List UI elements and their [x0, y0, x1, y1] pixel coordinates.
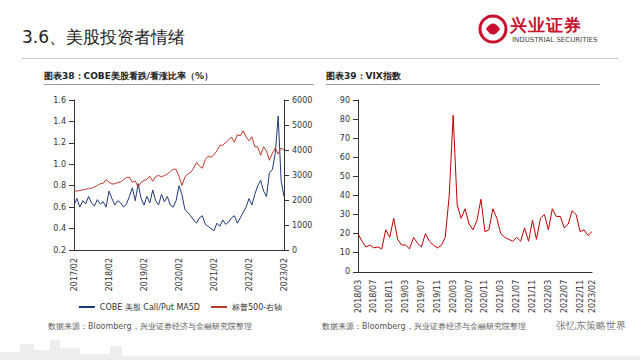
- svg-text:90: 90: [340, 96, 350, 105]
- svg-text:0: 0: [292, 246, 297, 255]
- svg-text:2022/02: 2022/02: [245, 258, 254, 291]
- html-text:张忆东策略世界: 张忆东策略世界: [556, 320, 626, 331]
- svg-text:0.8: 0.8: [53, 181, 66, 190]
- svg-text:2018/07: 2018/07: [369, 280, 378, 313]
- svg-text:2019/02: 2019/02: [140, 258, 149, 291]
- svg-text:2021/02: 2021/02: [210, 258, 219, 291]
- svg-text:0: 0: [345, 267, 350, 276]
- svg-text:2021/03: 2021/03: [496, 280, 505, 313]
- svg-text:2018/02: 2018/02: [105, 258, 114, 291]
- svg-text:2020/11: 2020/11: [480, 280, 489, 313]
- svg-text:30: 30: [340, 210, 350, 219]
- svg-text:2022/07: 2022/07: [560, 280, 569, 313]
- svg-text:2019/11: 2019/11: [433, 280, 442, 313]
- svg-text:标普500-右轴: 标普500-右轴: [231, 303, 282, 312]
- svg-text:4000: 4000: [292, 146, 312, 155]
- svg-text:2021/07: 2021/07: [512, 280, 521, 313]
- svg-text:1.2: 1.2: [53, 138, 66, 147]
- svg-text:2018/11: 2018/11: [385, 280, 394, 313]
- svg-text:3000: 3000: [292, 171, 312, 180]
- svg-text:60: 60: [340, 153, 350, 162]
- svg-text:2019/07: 2019/07: [417, 280, 426, 313]
- svg-text:50: 50: [340, 172, 350, 181]
- svg-text:5000: 5000: [292, 121, 312, 130]
- svg-text:2020/07: 2020/07: [465, 280, 474, 313]
- svg-text:2020/02: 2020/02: [175, 258, 184, 291]
- svg-text:80: 80: [340, 115, 350, 124]
- svg-text:0.4: 0.4: [53, 224, 66, 233]
- html-text:兴业证券: 兴业证券: [510, 15, 582, 35]
- svg-text:2000: 2000: [292, 196, 312, 205]
- svg-text:COBE 美股 Call/Put MA5D: COBE 美股 Call/Put MA5D: [100, 303, 200, 312]
- svg-text:20: 20: [340, 229, 350, 238]
- svg-text:6000: 6000: [292, 96, 312, 105]
- svg-text:10: 10: [340, 248, 350, 257]
- svg-text:1.4: 1.4: [53, 117, 66, 126]
- html-text:数据来源：Bloomberg，兴业证券经济与金融研究院整理: 数据来源：Bloomberg，兴业证券经济与金融研究院整理: [322, 322, 526, 331]
- svg-text:2023/02: 2023/02: [588, 280, 597, 313]
- svg-text:1.6: 1.6: [53, 96, 66, 105]
- html-text:数据来源：Bloomberg，兴业证券经济与金融研究院整理: 数据来源：Bloomberg，兴业证券经济与金融研究院整理: [48, 322, 252, 331]
- svg-text:2022/11: 2022/11: [576, 280, 585, 313]
- svg-text:2023/02: 2023/02: [280, 258, 289, 291]
- html-text:图表39：VIX指数: 图表39：VIX指数: [326, 71, 401, 81]
- svg-text:2019/03: 2019/03: [401, 280, 410, 313]
- svg-text:40: 40: [340, 191, 350, 200]
- svg-text:1.0: 1.0: [53, 160, 66, 169]
- svg-text:0.6: 0.6: [53, 203, 66, 212]
- svg-text:2022/03: 2022/03: [544, 280, 553, 313]
- svg-text:2017/02: 2017/02: [70, 258, 79, 291]
- svg-text:1000: 1000: [292, 221, 312, 230]
- svg-text:2021/11: 2021/11: [528, 280, 537, 313]
- svg-text:2020/03: 2020/03: [449, 280, 458, 313]
- html-text:图表38：COBE美股看跌/看涨比率（%）: 图表38：COBE美股看跌/看涨比率（%）: [44, 71, 214, 81]
- html-text:INDUSTRIAL SECURITIES: INDUSTRIAL SECURITIES: [512, 36, 598, 44]
- svg-text:70: 70: [340, 134, 350, 143]
- html-text:3.6、美股投资者情绪: 3.6、美股投资者情绪: [22, 27, 185, 47]
- svg-text:0.2: 0.2: [53, 246, 66, 255]
- svg-text:2018/03: 2018/03: [354, 280, 363, 313]
